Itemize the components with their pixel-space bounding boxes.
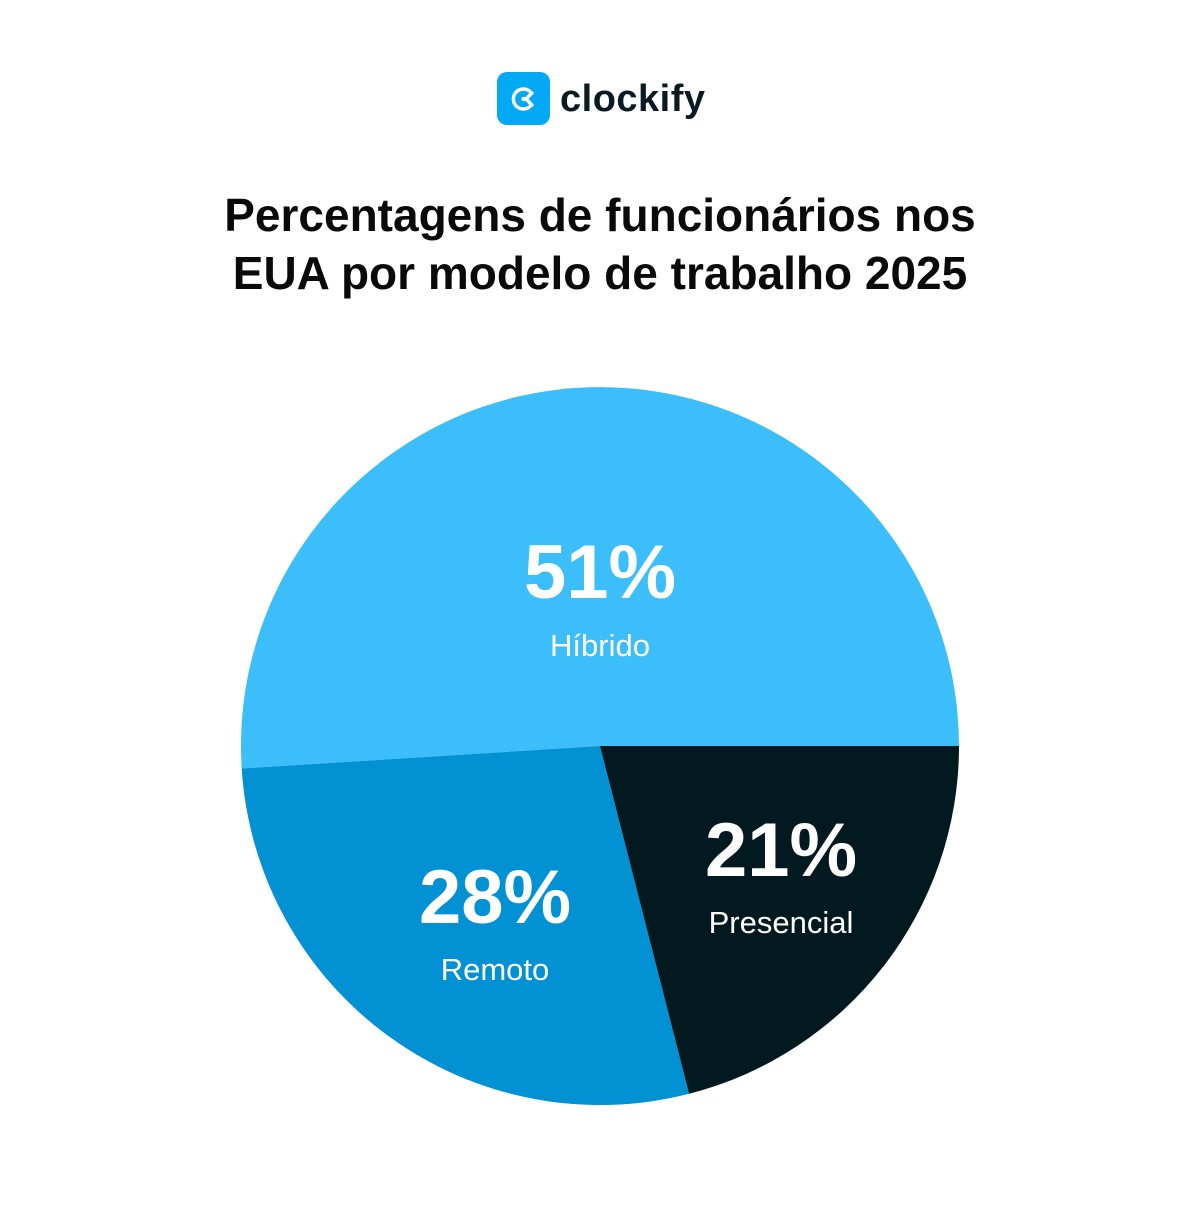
pie-slice-remoto (241, 746, 690, 1106)
pie-slice-hibrido (241, 387, 959, 769)
slice-label-hibrido: Híbrido (550, 628, 650, 663)
chart-title-line-2: EUA por modelo de trabalho 2025 (232, 247, 968, 299)
slice-label-presencial: Presencial (709, 905, 854, 940)
pie-slice-presencial (600, 746, 959, 1094)
slice-value-presencial: 21% (705, 808, 857, 893)
slice-value-hibrido: 51% (524, 530, 676, 615)
slice-label-remoto: Remoto (441, 952, 550, 987)
slice-value-remoto: 28% (419, 855, 571, 940)
chart-title: Percentagens de funcionários nos EUA por… (0, 186, 1200, 302)
brand-logo: clockify (497, 72, 706, 125)
chart-title-line-1: Percentagens de funcionários nos (224, 189, 976, 241)
clockify-logo-icon (497, 72, 550, 125)
brand-name: clockify (560, 77, 706, 120)
